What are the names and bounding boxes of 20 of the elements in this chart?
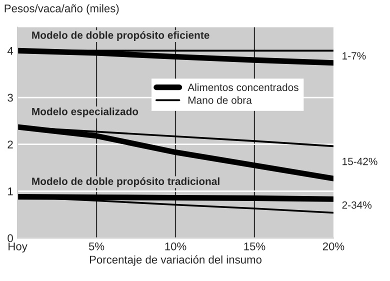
x-axis-title: Porcentaje de variación del insumo — [90, 255, 262, 266]
x-tick-label: 10% — [165, 242, 186, 250]
x-tick-label: 20% — [322, 242, 344, 250]
y-tick-label: 3 — [8, 94, 13, 102]
text: 15-42% — [342, 158, 378, 166]
y-tick-label: 2 — [8, 140, 13, 148]
y-axis-title: Pesos/vaca/año (miles) — [4, 4, 119, 15]
x-tick-label: 5% — [88, 242, 104, 250]
annotation: Modelo de doble propósito tradicional — [32, 177, 220, 188]
y-tick-label: 1 — [8, 188, 13, 196]
x-tick-label: Hoy — [8, 242, 28, 253]
annotation: Modelo especializado — [32, 108, 138, 118]
annotation: Modelo de doble propósito eficiente — [32, 31, 210, 41]
x-tick-label: 15% — [244, 242, 266, 250]
text: 2-34% — [342, 201, 372, 209]
y-tick-label: 0 — [8, 234, 13, 242]
text: 1-7% — [342, 52, 366, 60]
legend-label: Mano de obra — [188, 96, 252, 104]
legend-label: Alimentos concentrados — [188, 83, 298, 92]
y-tick-label: 4 — [7, 47, 14, 55]
